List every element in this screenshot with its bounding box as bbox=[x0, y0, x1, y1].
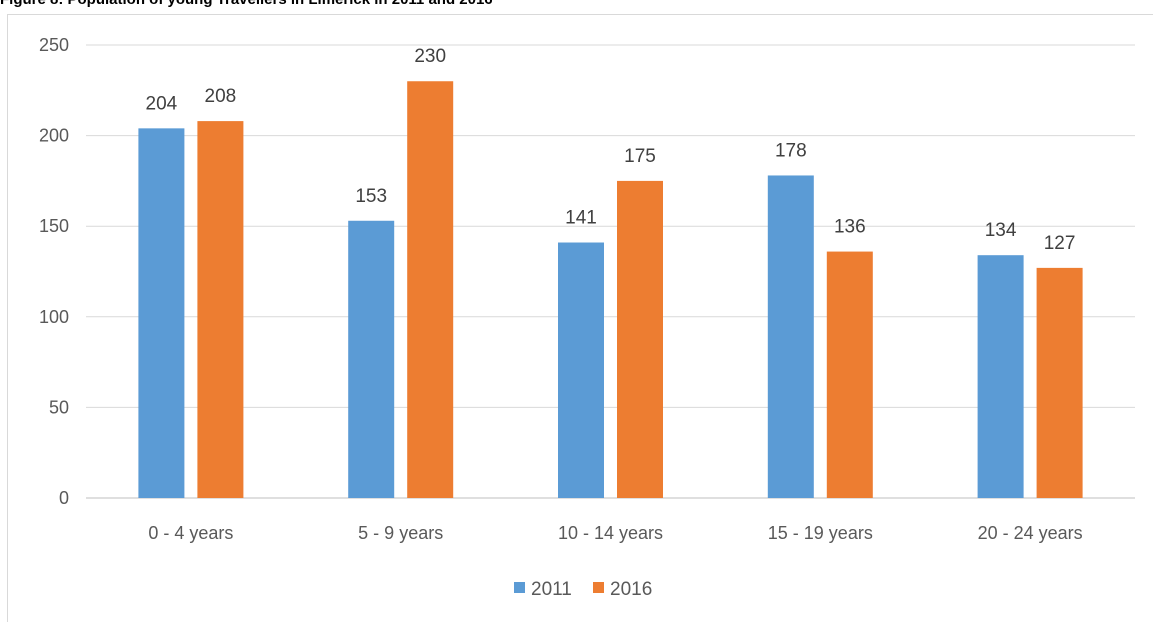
bar-2016 bbox=[1036, 267, 1083, 498]
y-tick-label: 100 bbox=[39, 307, 69, 327]
bar-2011 bbox=[977, 255, 1024, 498]
legend-label-2011: 2011 bbox=[531, 579, 572, 600]
bar-2011 bbox=[558, 242, 604, 498]
data-label-2016: 127 bbox=[1044, 233, 1076, 254]
y-tick-label: 150 bbox=[39, 216, 69, 236]
x-tick-label: 20 - 24 years bbox=[978, 523, 1083, 543]
bar-2011 bbox=[348, 220, 395, 498]
bar-2016 bbox=[826, 251, 873, 498]
x-tick-label: 15 - 19 years bbox=[768, 523, 873, 543]
x-tick-label: 5 - 9 years bbox=[358, 523, 443, 543]
bar-2016 bbox=[197, 121, 244, 498]
x-axis: 0 - 4 years 5 - 9 years 10 - 14 years 15 - … bbox=[148, 523, 1082, 543]
legend-swatch-2011 bbox=[514, 582, 525, 593]
data-label-2011: 134 bbox=[985, 220, 1017, 241]
chart-frame bbox=[7, 14, 1153, 622]
data-label-2011: 153 bbox=[355, 186, 387, 207]
x-tick-label: 10 - 14 years bbox=[558, 523, 663, 543]
data-label-2016: 208 bbox=[205, 86, 237, 107]
data-label-2011: 204 bbox=[146, 93, 178, 114]
data-label-2011: 141 bbox=[565, 208, 597, 229]
bar-2011 bbox=[138, 128, 185, 499]
data-labels: 204 208 153 230 141 175 178 136 134 127 bbox=[146, 46, 1076, 254]
bar-2016 bbox=[407, 81, 454, 499]
data-label-2016: 175 bbox=[624, 146, 656, 167]
y-axis: 0 50 100 150 200 250 bbox=[39, 35, 69, 508]
bar-2016 bbox=[617, 180, 663, 498]
y-tick-label: 250 bbox=[39, 35, 69, 55]
y-tick-label: 50 bbox=[49, 397, 69, 417]
figure-title: Figure 8: Population of young Travellers… bbox=[0, 0, 493, 11]
x-tick-label: 0 - 4 years bbox=[148, 523, 233, 543]
y-tick-label: 0 bbox=[59, 488, 69, 508]
data-label-2011: 178 bbox=[775, 140, 807, 161]
gridlines bbox=[86, 44, 1135, 499]
legend: 2011 2016 bbox=[514, 579, 652, 600]
legend-swatch-2016 bbox=[593, 582, 604, 593]
data-label-2016: 230 bbox=[414, 46, 446, 67]
y-tick-label: 200 bbox=[39, 126, 69, 146]
legend-label-2016: 2016 bbox=[610, 579, 652, 600]
bars bbox=[138, 81, 1083, 499]
data-label-2016: 136 bbox=[834, 217, 866, 238]
bar-2011 bbox=[767, 175, 814, 499]
